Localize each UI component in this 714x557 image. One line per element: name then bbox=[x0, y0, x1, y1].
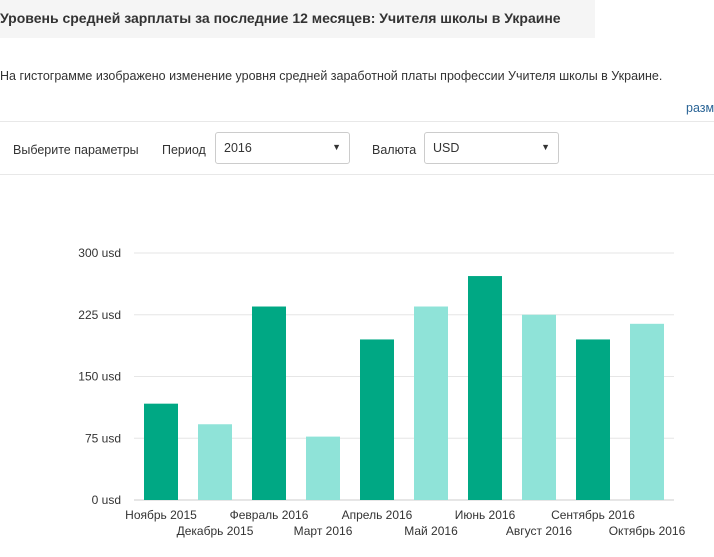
bar[interactable] bbox=[630, 323, 664, 500]
params-label: Выберите параметры bbox=[13, 143, 139, 157]
x-tick-label: Май 2016 bbox=[404, 524, 458, 538]
x-tick-label: Март 2016 bbox=[294, 524, 353, 538]
y-tick-label: 300 usd bbox=[78, 246, 121, 260]
x-tick-label: Декабрь 2015 bbox=[177, 524, 254, 538]
size-link[interactable]: разм bbox=[686, 101, 714, 115]
x-tick-label: Февраль 2016 bbox=[230, 508, 309, 522]
currency-select[interactable]: USD ▼ bbox=[424, 132, 559, 164]
x-tick-label: Ноябрь 2015 bbox=[125, 508, 197, 522]
y-tick-label: 225 usd bbox=[78, 308, 121, 322]
period-label: Период bbox=[162, 143, 206, 157]
bar[interactable] bbox=[144, 403, 178, 500]
x-tick-label: Июнь 2016 bbox=[455, 508, 516, 522]
currency-label: Валюта bbox=[372, 143, 417, 157]
period-select-value: 2016 bbox=[224, 141, 252, 155]
bar[interactable] bbox=[198, 424, 232, 500]
currency-select-value: USD bbox=[433, 141, 460, 155]
bar-layer bbox=[144, 276, 664, 500]
bar[interactable] bbox=[522, 314, 556, 500]
bar[interactable] bbox=[306, 436, 340, 500]
bar[interactable] bbox=[414, 306, 448, 500]
label-layer: 0 usd 75 usd 150 usd 225 usd 300 usd Ноябрь 2… bbox=[78, 246, 685, 538]
params-bottom-divider bbox=[0, 174, 714, 175]
x-tick-label: Август 2016 bbox=[506, 524, 572, 538]
y-tick-label: 0 usd bbox=[92, 493, 121, 507]
x-tick-label: Октябрь 2016 bbox=[609, 524, 686, 538]
title-bar: Уровень средней зарплаты за последние 12… bbox=[0, 0, 595, 38]
chevron-down-icon: ▼ bbox=[541, 142, 550, 152]
chart-description: На гистограмме изображено изменение уров… bbox=[0, 69, 663, 83]
bar[interactable] bbox=[468, 276, 502, 500]
x-tick-label: Сентябрь 2016 bbox=[551, 508, 635, 522]
x-tick-label: Апрель 2016 bbox=[342, 508, 413, 522]
bar[interactable] bbox=[576, 339, 610, 500]
bar[interactable] bbox=[360, 339, 394, 500]
y-tick-label: 75 usd bbox=[85, 431, 121, 445]
period-select[interactable]: 2016 ▼ bbox=[215, 132, 350, 164]
params-top-divider bbox=[0, 121, 714, 122]
y-tick-label: 150 usd bbox=[78, 370, 121, 384]
page-title: Уровень средней зарплаты за последние 12… bbox=[0, 10, 561, 26]
chevron-down-icon: ▼ bbox=[332, 142, 341, 152]
bar[interactable] bbox=[252, 306, 286, 500]
